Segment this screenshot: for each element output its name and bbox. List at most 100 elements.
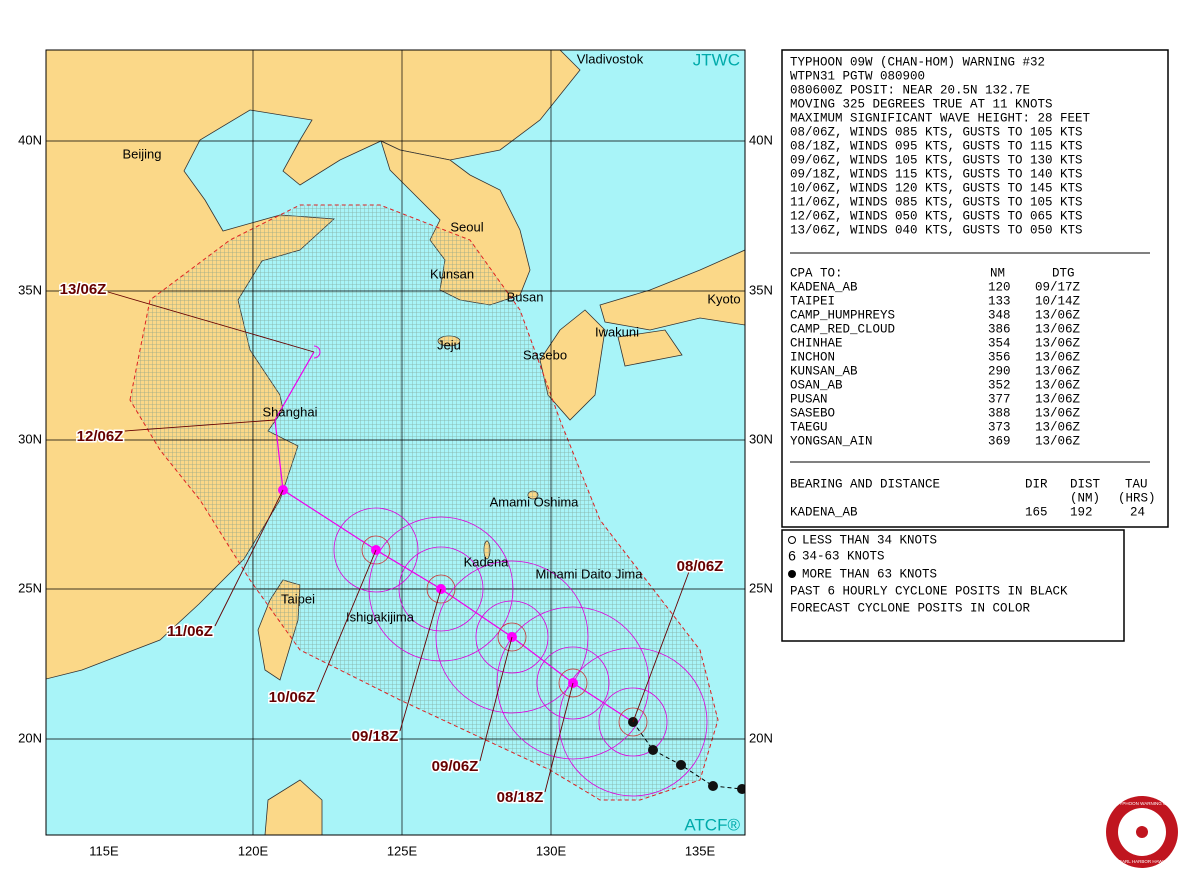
legend-symbol <box>788 536 796 544</box>
cpa-cell: 354 <box>988 336 1011 350</box>
time-label: 09/06Z <box>432 758 479 775</box>
time-label: 12/06Z <box>77 428 124 445</box>
warning-line: 09/06Z, WINDS 105 KTS, GUSTS TO 130 KTS <box>790 153 1083 167</box>
wind-radius <box>333 507 419 593</box>
wind-radius <box>558 668 588 698</box>
dissipating-symbol <box>313 345 321 359</box>
logo-text: JOINT TYPHOON WARNING CENTER <box>1103 801 1183 806</box>
cpa-cell: CAMP_RED_CLOUD <box>790 322 895 336</box>
warning-line: 08/06Z, WINDS 085 KTS, GUSTS TO 105 KTS <box>790 125 1083 139</box>
bearing-header: DIR <box>1025 477 1048 491</box>
legend-line: MORE THAN 63 KNOTS <box>802 567 937 581</box>
lat-label: 35N <box>749 282 773 297</box>
place-label: Seoul <box>450 219 483 234</box>
cpa-cell: 13/06Z <box>1035 378 1081 392</box>
time-label: 09/18Z <box>352 728 399 745</box>
cpa-cell: PUSAN <box>790 392 828 406</box>
bearing-cell: KADENA_AB <box>790 505 858 519</box>
warning-line: 09/18Z, WINDS 115 KTS, GUSTS TO 140 KTS <box>790 167 1083 181</box>
warning-line: TYPHOON 09W (CHAN-HOM) WARNING #32 <box>790 55 1045 69</box>
place-label: Busan <box>507 289 544 304</box>
wind-radius <box>398 546 484 632</box>
cpa-cell: 13/06Z <box>1035 322 1081 336</box>
map-frame <box>45 49 746 836</box>
wind-radius <box>435 560 589 714</box>
cpa-cell: 13/06Z <box>1035 406 1081 420</box>
lat-label: 20N <box>18 730 42 745</box>
wind-radius <box>558 647 708 797</box>
warning-line: 10/06Z, WINDS 120 KTS, GUSTS TO 145 KTS <box>790 181 1083 195</box>
cpa-cell: 13/06Z <box>1035 350 1081 364</box>
lon-label: 115E <box>89 843 119 858</box>
past-position <box>708 781 718 791</box>
past-position <box>737 784 745 794</box>
bearing-header: BEARING AND DISTANCE <box>790 477 940 491</box>
warning-line: 12/06Z, WINDS 050 KTS, GUSTS TO 065 KTS <box>790 209 1083 223</box>
cpa-cell: TAIPEI <box>790 294 835 308</box>
warning-line: MOVING 325 DEGREES TRUE AT 11 KNOTS <box>790 97 1053 111</box>
logo-text: PEARL HARBOR HAWAII <box>1116 859 1168 864</box>
place-label: Ishigakijima <box>346 609 415 624</box>
cpa-cell: 13/06Z <box>1035 364 1081 378</box>
cpa-cell: SASEBO <box>790 406 835 420</box>
leader-line <box>107 291 315 353</box>
lat-label: 20N <box>749 730 773 745</box>
legend-panel <box>781 529 1125 642</box>
logo <box>1106 796 1178 868</box>
cpa-cell: KADENA_AB <box>790 280 858 294</box>
legend-line: FORECAST CYCLONE POSITS IN COLOR <box>790 601 1031 615</box>
past-position <box>676 760 686 770</box>
cpa-cell: 290 <box>988 364 1011 378</box>
warning-line: WTPN31 PGTW 080900 <box>790 69 925 83</box>
map <box>46 50 745 835</box>
cpa-cell: 356 <box>988 350 1011 364</box>
cpa-cell: KUNSAN_AB <box>790 364 858 378</box>
wind-radius <box>361 535 391 565</box>
place-label: Minami Daito Jima <box>536 566 644 581</box>
place-label: Shanghai <box>263 404 318 419</box>
leader-line <box>632 568 691 723</box>
wind-radius <box>618 707 648 737</box>
graticule <box>46 50 745 835</box>
wind-radius <box>598 687 668 757</box>
bearing-unit: (HRS) <box>1118 491 1156 505</box>
cpa-cell: 348 <box>988 308 1011 322</box>
place-label: Kunsan <box>430 266 474 281</box>
source-label: JTWC <box>693 50 740 69</box>
cpa-cell: CAMP_HUMPHREYS <box>790 308 895 322</box>
cpa-cell: 373 <box>988 420 1011 434</box>
cpa-cell: 386 <box>988 322 1011 336</box>
cpa-cell: 120 <box>988 280 1011 294</box>
leader-line <box>479 636 513 762</box>
legend-symbol <box>788 570 796 578</box>
atcf-label: ATCF® <box>684 815 740 834</box>
forecast-cone <box>129 204 719 801</box>
cpa-cell: 13/06Z <box>1035 434 1081 448</box>
time-label: 08/18Z <box>497 789 544 806</box>
lat-label: 40N <box>18 132 42 147</box>
wind-radius <box>496 606 650 760</box>
wind-radius <box>536 646 610 720</box>
wind-radius <box>475 600 549 674</box>
time-label: 08/06Z <box>677 558 724 575</box>
cpa-cell: 13/06Z <box>1035 336 1081 350</box>
leader-line <box>214 489 284 627</box>
time-label: 11/06Z <box>167 623 213 640</box>
wind-radius <box>426 574 456 604</box>
cpa-cell: 133 <box>988 294 1011 308</box>
leader-line <box>316 549 377 693</box>
cpa-cell: YONGSAN_AIN <box>790 434 873 448</box>
cpa-cell: 13/06Z <box>1035 420 1081 434</box>
legend-line: 34-63 KNOTS <box>802 549 885 563</box>
bearing-cell: 165 <box>1025 505 1048 519</box>
time-label: 10/06Z <box>269 689 316 706</box>
bearing-cell: 192 <box>1070 505 1093 519</box>
lat-label: 30N <box>749 431 773 446</box>
cpa-cell: 388 <box>988 406 1011 420</box>
lat-label: 30N <box>18 431 42 446</box>
lon-label: 125E <box>387 843 418 858</box>
warning-panel <box>781 49 1169 528</box>
track <box>274 345 745 797</box>
bearing-header: TAU <box>1125 477 1148 491</box>
